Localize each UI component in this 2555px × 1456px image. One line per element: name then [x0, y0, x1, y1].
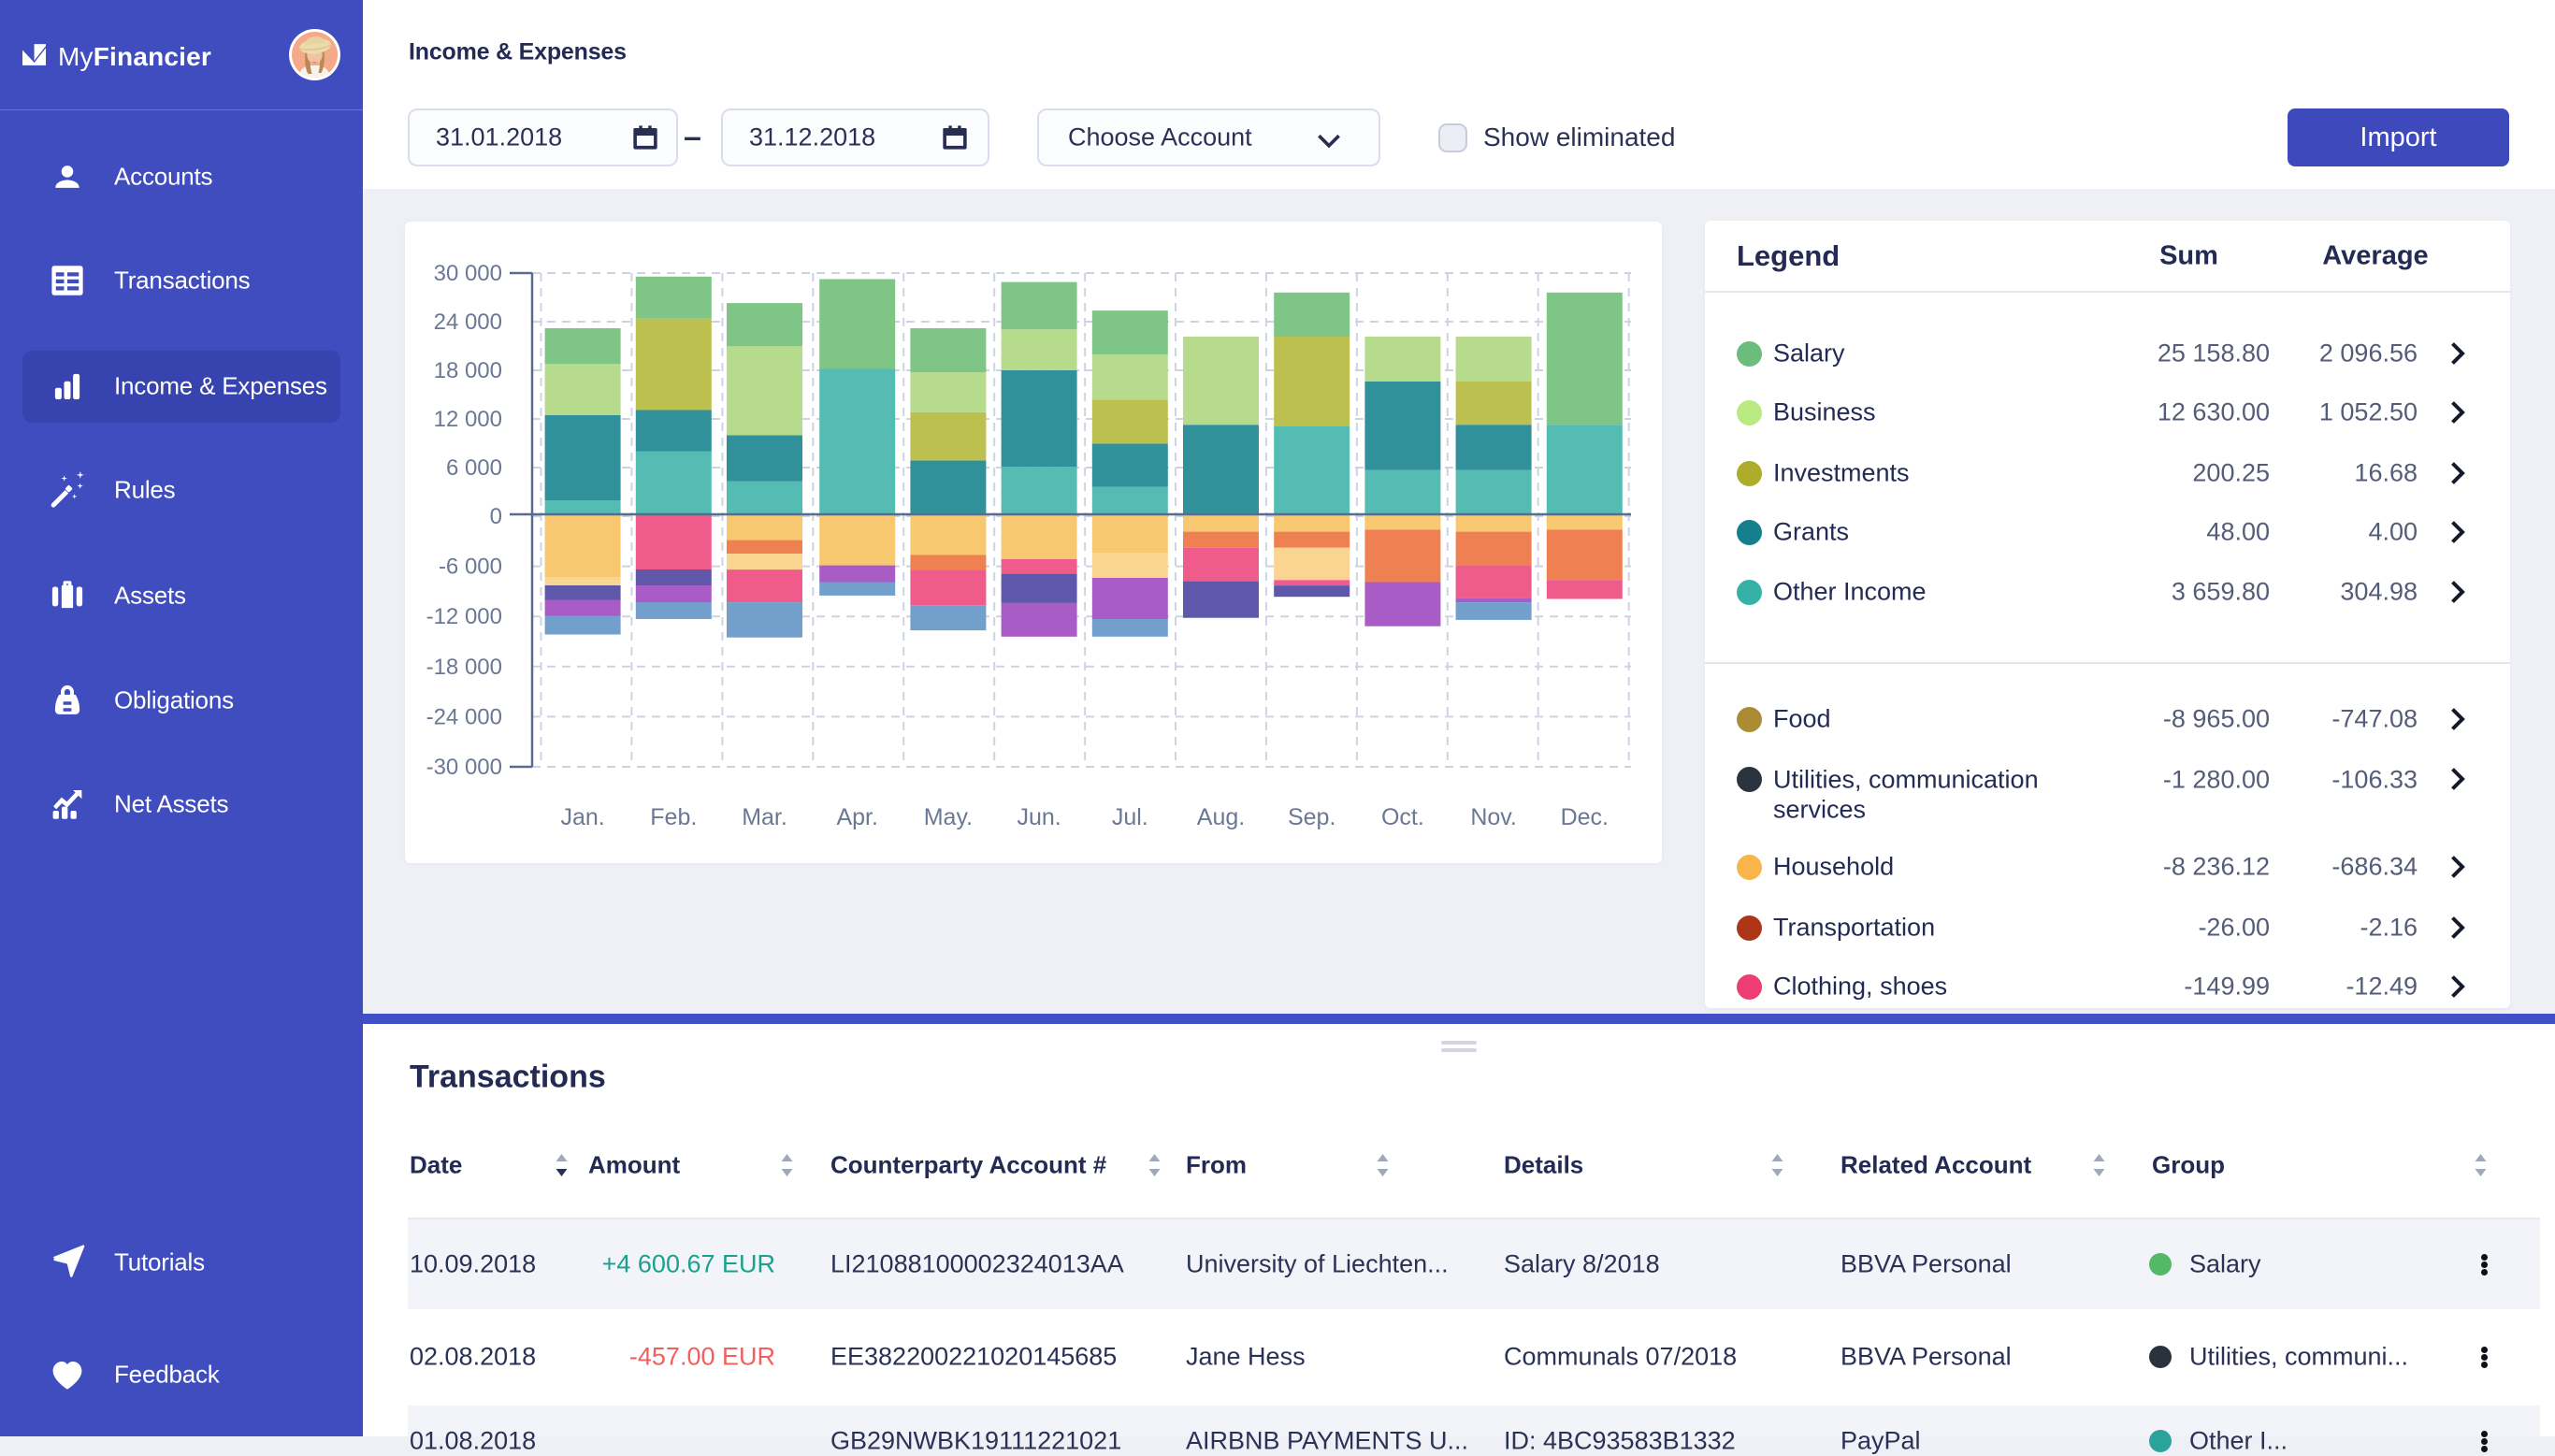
- svg-text:Oct.: Oct.: [1381, 804, 1424, 830]
- svg-text:18 000: 18 000: [434, 358, 502, 383]
- svg-text:24 000: 24 000: [434, 310, 502, 335]
- svg-text:-6 000: -6 000: [439, 555, 502, 580]
- svg-text:30 000: 30 000: [434, 261, 502, 286]
- svg-text:Feb.: Feb.: [650, 804, 697, 830]
- svg-text:-24 000: -24 000: [426, 704, 502, 729]
- svg-text:Aug.: Aug.: [1197, 804, 1245, 830]
- svg-text:Jan.: Jan.: [560, 804, 604, 830]
- svg-text:Sep.: Sep.: [1288, 804, 1335, 830]
- svg-text:0: 0: [490, 504, 502, 529]
- svg-text:Nov.: Nov.: [1470, 804, 1517, 830]
- svg-text:12 000: 12 000: [434, 407, 502, 432]
- svg-text:Dec.: Dec.: [1561, 804, 1609, 830]
- svg-text:Apr.: Apr.: [836, 804, 877, 830]
- svg-text:6 000: 6 000: [446, 455, 502, 481]
- svg-text:May.: May.: [924, 804, 973, 830]
- svg-text:-30 000: -30 000: [426, 755, 502, 780]
- svg-text:-12 000: -12 000: [426, 604, 502, 629]
- svg-text:-18 000: -18 000: [426, 655, 502, 680]
- svg-text:Jun.: Jun.: [1017, 804, 1061, 830]
- svg-text:Jul.: Jul.: [1112, 804, 1148, 830]
- svg-text:Mar.: Mar.: [742, 804, 787, 830]
